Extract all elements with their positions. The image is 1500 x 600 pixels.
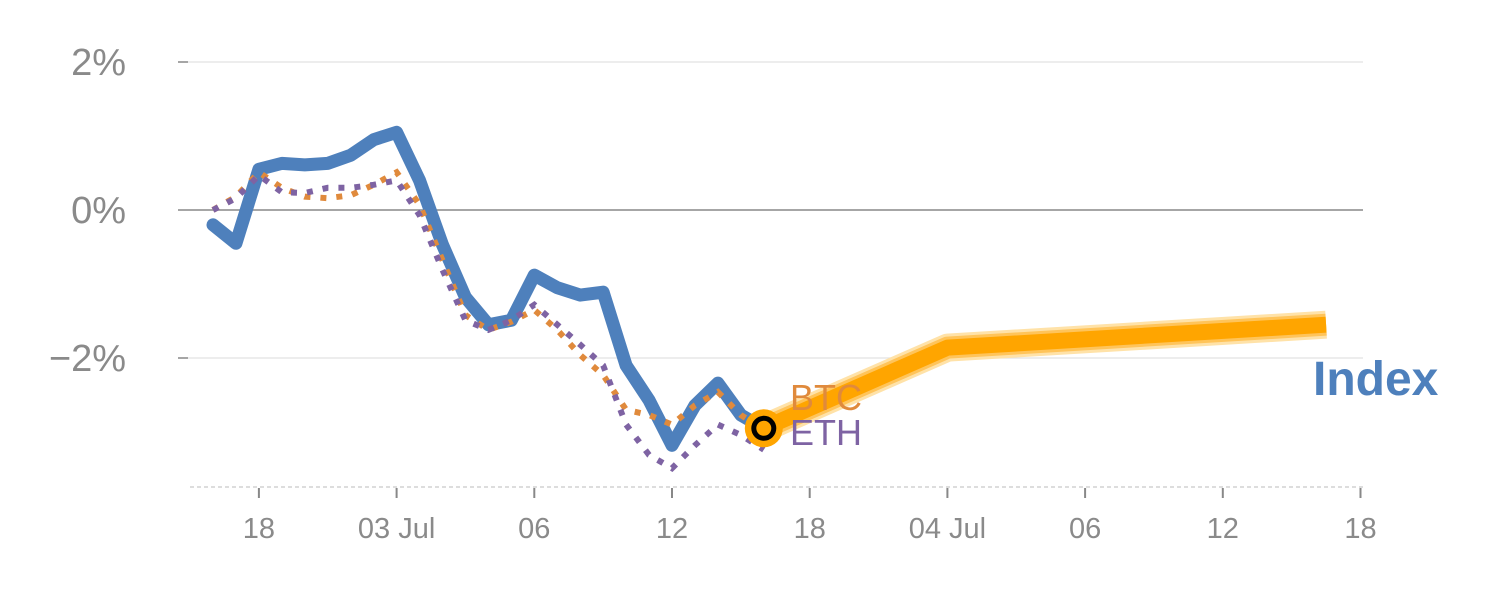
series-group bbox=[206, 125, 1327, 473]
series-line-eth bbox=[211, 171, 766, 473]
x-tick-label: 06 bbox=[518, 513, 550, 545]
x-tick-label: 18 bbox=[243, 513, 275, 545]
x-tick-label: 06 bbox=[1069, 513, 1101, 545]
axes: 2% 0% −2% 18 03 Jul 06 12 18 04 Jul 06 12 18 bbox=[49, 42, 1377, 545]
y-tick-label: 0% bbox=[71, 190, 126, 232]
grid bbox=[188, 61, 1363, 359]
index-label: Index bbox=[1313, 353, 1439, 406]
x-tick-label: 04 Jul bbox=[909, 513, 986, 545]
x-tick-label: 03 Jul bbox=[358, 513, 435, 545]
btc-label: BTC bbox=[790, 377, 862, 418]
series-line-index bbox=[206, 125, 771, 452]
x-tick-label: 18 bbox=[794, 513, 826, 545]
x-tick-label: 12 bbox=[1207, 513, 1239, 545]
series-line-projection bbox=[760, 316, 1327, 436]
y-tick-label: 2% bbox=[71, 42, 126, 84]
series-line-btc bbox=[211, 168, 766, 433]
eth-label: ETH bbox=[790, 412, 862, 453]
x-tick-label: 12 bbox=[656, 513, 688, 545]
y-tick-label: −2% bbox=[49, 338, 126, 380]
current-marker bbox=[751, 415, 777, 441]
labels: BTC ETH Index bbox=[790, 353, 1439, 453]
x-tick-label: 18 bbox=[1344, 513, 1376, 545]
